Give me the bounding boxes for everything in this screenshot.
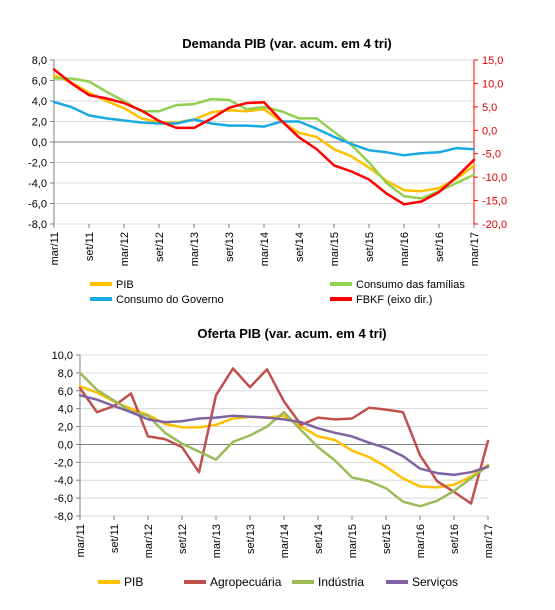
legend-label: PIB (124, 575, 143, 589)
x-tick-label: mar/16 (399, 232, 411, 266)
y-tick-label: 8,0 (32, 55, 47, 67)
x-tick-label: set/12 (154, 232, 166, 262)
y-tick-label: -2,0 (28, 158, 47, 170)
x-tick-label: set/12 (177, 524, 189, 554)
legend-label: FBKF (eixo dir.) (356, 294, 432, 306)
legend-label: Indústria (318, 575, 364, 589)
y2-tick-label: -20,0 (482, 219, 507, 231)
y-tick-label: 0,0 (58, 439, 73, 451)
y-tick-label: -2,0 (54, 457, 73, 469)
series-line-2 (78, 367, 490, 505)
y-tick-label: 0,0 (32, 137, 47, 149)
x-tick-label: mar/13 (211, 524, 223, 558)
y-tick-label: 4,0 (32, 96, 47, 108)
x-tick-label: mar/11 (49, 232, 61, 265)
y2-tick-label: 5,0 (482, 102, 497, 114)
x-tick-label: set/13 (245, 524, 257, 554)
x-tick-label: set/13 (224, 232, 236, 262)
chart-oferta-title: Oferta PIB (var. acum. em 4 tri) (197, 326, 386, 341)
y-tick-label: 4,0 (58, 404, 73, 416)
y2-tick-label: 10,0 (482, 78, 503, 90)
x-tick-label: mar/17 (469, 232, 481, 266)
x-tick-label: set/11 (84, 232, 96, 261)
y2-tick-label: 0,0 (482, 125, 497, 137)
y-tick-label: -8,0 (54, 511, 73, 523)
y2-tick-label: -5,0 (482, 149, 501, 161)
chart-demanda-title: Demanda PIB (var. acum. em 4 tri) (182, 36, 392, 51)
y-tick-label: 6,0 (58, 386, 73, 398)
series-line-1 (52, 74, 476, 193)
y-tick-label: -8,0 (28, 219, 47, 231)
x-tick-label: mar/12 (119, 232, 131, 266)
y-tick-label: -4,0 (54, 475, 73, 487)
series-line-4 (52, 68, 476, 206)
legend-label: Consumo das famílias (356, 279, 465, 291)
y-tick-label: -6,0 (54, 493, 73, 505)
y-tick-label: 2,0 (58, 422, 73, 434)
x-tick-label: set/16 (434, 232, 446, 262)
y2-tick-label: -10,0 (482, 172, 507, 184)
chart-demanda: Demanda PIB (var. acum. em 4 tri) -8,0 -6… (28, 36, 507, 306)
y-tick-label: 10,0 (52, 350, 73, 362)
legend-label: Serviços (412, 575, 458, 589)
x-tick-label: mar/14 (259, 232, 271, 266)
legend-label: Agropecuária (210, 575, 282, 589)
y-tick-label: 6,0 (32, 76, 47, 88)
x-tick-label: set/15 (381, 524, 393, 554)
series-line-2 (52, 77, 476, 200)
x-tick-label: set/15 (364, 232, 376, 262)
x-tick-label: set/11 (109, 524, 121, 553)
x-tick-label: mar/12 (143, 524, 155, 558)
x-tick-label: mar/14 (279, 524, 291, 558)
x-tick-label: set/16 (449, 524, 461, 554)
y-tick-label: 2,0 (32, 117, 47, 129)
chart-oferta: Oferta PIB (var. acum. em 4 tri) -8,0 -6,… (52, 326, 495, 589)
x-tick-label: mar/13 (189, 232, 201, 266)
x-tick-label: mar/16 (415, 524, 427, 558)
series-line-3 (52, 100, 476, 157)
x-tick-label: mar/15 (329, 232, 341, 266)
y-tick-label: -4,0 (28, 178, 47, 190)
legend-label: Consumo do Governo (116, 294, 224, 306)
y2-tick-label: -15,0 (482, 196, 507, 208)
x-tick-label: mar/17 (483, 524, 495, 558)
y2-tick-label: 15,0 (482, 55, 503, 67)
x-tick-label: mar/11 (75, 524, 87, 557)
series-line-4 (78, 394, 490, 477)
legend-label: PIB (116, 279, 134, 291)
x-tick-label: mar/15 (347, 524, 359, 558)
series-line-3 (78, 371, 490, 508)
y-tick-label: 8,0 (58, 368, 73, 380)
x-tick-label: set/14 (294, 232, 306, 262)
x-tick-label: set/14 (313, 524, 325, 554)
y-tick-label: -6,0 (28, 199, 47, 211)
